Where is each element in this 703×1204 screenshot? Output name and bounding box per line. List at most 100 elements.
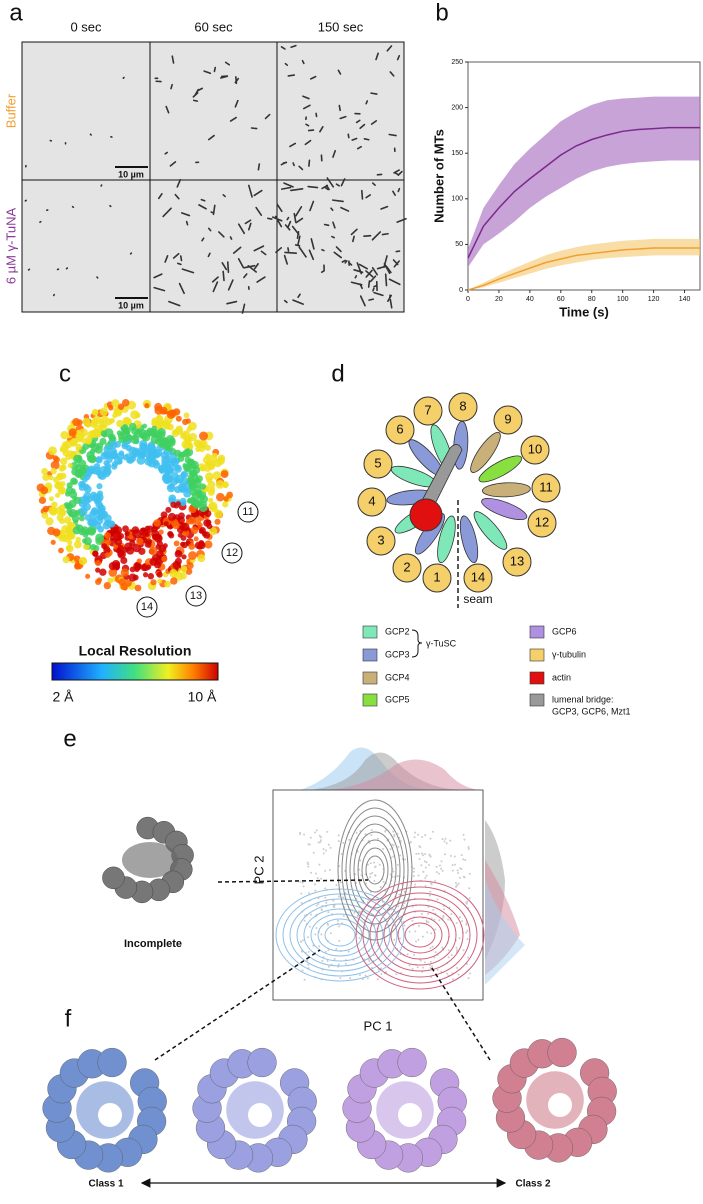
point xyxy=(428,864,430,866)
label: GCP3 xyxy=(385,649,410,659)
filament xyxy=(165,152,167,153)
density xyxy=(167,424,174,431)
label: Class 2 xyxy=(515,1179,550,1190)
density xyxy=(180,566,187,573)
label: 60 sec xyxy=(194,19,233,34)
point xyxy=(397,846,399,848)
density xyxy=(102,422,108,428)
legend-swatch xyxy=(363,672,377,684)
density xyxy=(109,441,118,450)
class-map xyxy=(548,1038,577,1067)
point xyxy=(303,833,305,835)
label: γ-tubulin xyxy=(552,649,586,659)
density xyxy=(50,468,56,474)
point xyxy=(307,862,309,864)
filament xyxy=(374,286,376,287)
density xyxy=(199,432,208,441)
label: 0 xyxy=(459,287,463,294)
density xyxy=(47,527,55,535)
density xyxy=(167,531,173,537)
point xyxy=(348,951,350,953)
density xyxy=(222,501,228,507)
point xyxy=(399,854,401,856)
density xyxy=(72,418,80,426)
density xyxy=(172,521,180,529)
label: 2 Å xyxy=(52,689,74,705)
density xyxy=(205,510,212,517)
point xyxy=(418,845,420,847)
density xyxy=(176,501,181,506)
filament xyxy=(369,299,373,300)
point xyxy=(321,909,323,911)
density xyxy=(99,568,106,575)
micrograph xyxy=(22,180,150,312)
filament xyxy=(25,200,26,201)
point xyxy=(314,831,316,833)
density xyxy=(142,424,147,429)
legend-swatch xyxy=(363,626,377,638)
filament xyxy=(296,245,300,246)
point xyxy=(420,960,422,962)
legend-swatch xyxy=(363,694,377,706)
label: 14 xyxy=(471,569,485,584)
point xyxy=(370,834,372,836)
point xyxy=(392,856,394,858)
label: 100 xyxy=(617,296,629,303)
density xyxy=(95,533,104,542)
density xyxy=(181,523,190,532)
label: 1 xyxy=(433,569,440,584)
density xyxy=(59,504,65,510)
point xyxy=(447,919,449,921)
point xyxy=(428,854,430,856)
point xyxy=(455,882,457,884)
point xyxy=(426,920,428,922)
point xyxy=(299,881,301,883)
density xyxy=(136,538,143,545)
density xyxy=(196,475,203,482)
density xyxy=(214,519,220,525)
point xyxy=(465,932,467,934)
label: Number of MTs xyxy=(431,129,446,223)
label: 7 xyxy=(424,402,431,417)
density xyxy=(150,579,156,585)
point xyxy=(456,884,458,886)
point xyxy=(418,925,420,927)
label: 0 xyxy=(466,296,470,303)
density xyxy=(188,543,195,550)
point xyxy=(303,885,305,887)
point xyxy=(463,949,465,951)
density xyxy=(83,484,89,490)
density xyxy=(129,574,137,582)
density xyxy=(200,483,206,489)
point xyxy=(314,883,316,885)
density xyxy=(41,468,48,475)
point xyxy=(432,831,434,833)
point xyxy=(377,978,379,980)
point xyxy=(397,864,399,866)
point xyxy=(338,925,340,927)
point xyxy=(414,884,416,886)
filament xyxy=(178,263,181,264)
label: 4 xyxy=(368,493,375,508)
brace xyxy=(412,630,422,657)
point xyxy=(442,870,444,872)
point xyxy=(452,978,454,980)
filament xyxy=(97,277,98,278)
density xyxy=(163,476,171,484)
point xyxy=(459,916,461,918)
label: 150 sec xyxy=(318,19,364,34)
point xyxy=(413,871,415,873)
density xyxy=(188,551,197,560)
filament xyxy=(309,130,314,131)
density xyxy=(204,540,212,548)
point xyxy=(382,848,384,850)
density xyxy=(117,459,122,464)
density xyxy=(72,478,78,484)
density xyxy=(188,517,196,525)
point xyxy=(359,859,361,861)
point xyxy=(304,979,306,981)
point xyxy=(353,912,355,914)
point xyxy=(399,937,401,939)
point xyxy=(320,878,322,880)
filament xyxy=(288,248,289,251)
